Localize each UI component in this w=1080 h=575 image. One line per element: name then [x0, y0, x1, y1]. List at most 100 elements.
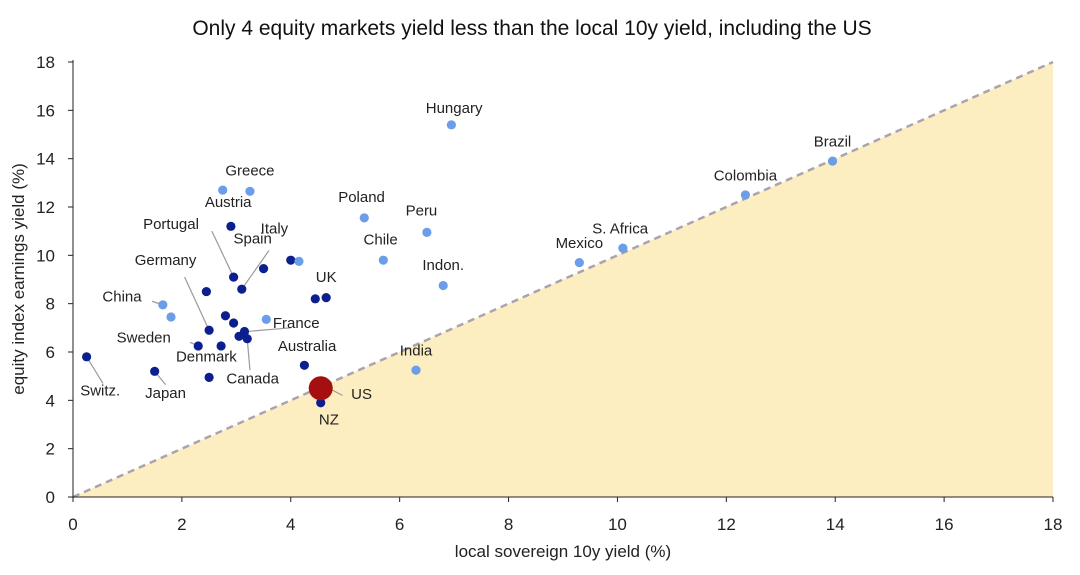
data-point: [237, 284, 247, 294]
data-point: [229, 272, 239, 282]
x-tick-label: 14: [826, 515, 845, 534]
data-point: [204, 325, 214, 335]
y-tick-label: 12: [36, 198, 55, 217]
data-point: [618, 243, 628, 253]
x-tick-label: 2: [177, 515, 186, 534]
data-point: [299, 360, 309, 370]
data-point: [158, 300, 168, 310]
point-label: UK: [316, 269, 337, 286]
data-point: [226, 221, 236, 231]
point-label: India: [400, 343, 433, 360]
leader-line: [241, 250, 270, 290]
point-label: France: [273, 315, 320, 332]
data-point: [258, 264, 269, 274]
point-label: NZ: [319, 412, 339, 429]
point-label: Australia: [278, 338, 337, 355]
data-point: [201, 286, 211, 297]
x-tick-label: 12: [717, 515, 736, 534]
point-label: Peru: [406, 202, 438, 219]
data-point: [438, 280, 448, 291]
leader-line: [246, 338, 251, 371]
data-point: [321, 293, 331, 303]
point-label: US: [351, 386, 372, 403]
x-tick-label: 8: [504, 515, 513, 534]
point-label: Portugal: [143, 216, 199, 233]
x-axis-label: local sovereign 10y yield (%): [455, 542, 671, 561]
x-tick-label: 4: [286, 515, 295, 534]
data-point: [286, 255, 296, 265]
data-point: [150, 366, 160, 376]
data-point: [359, 213, 369, 223]
x-tick-label: 6: [395, 515, 404, 534]
point-label: Chile: [364, 231, 398, 248]
reference-line: [72, 60, 1054, 499]
data-point: [229, 318, 239, 328]
point-label: Canada: [226, 370, 279, 387]
point-label: Hungary: [426, 100, 483, 117]
data-point: [245, 186, 255, 196]
data-point: [827, 156, 838, 166]
y-tick-label: 8: [46, 295, 55, 314]
point-label: Colombia: [714, 167, 778, 184]
point-label: Poland: [338, 189, 385, 206]
data-point: [316, 398, 326, 408]
y-tick-label: 4: [46, 391, 55, 410]
point-label: Greece: [225, 163, 274, 180]
highlight-point: [308, 376, 333, 401]
data-point: [294, 256, 304, 266]
point-label: Austria: [205, 194, 252, 211]
leader-line: [184, 276, 210, 331]
point-label: Japan: [145, 385, 186, 402]
y-tick-label: 14: [36, 150, 55, 169]
point-labels: Hungary Brazil Colombia Greece Austria Poland…: [80, 100, 851, 429]
y-tick-label: 6: [46, 343, 55, 362]
point-label: China: [102, 288, 142, 305]
data-point: [574, 257, 584, 268]
y-tick-label: 18: [36, 53, 55, 72]
y-tick-label: 16: [36, 101, 55, 120]
data-point: [740, 190, 750, 200]
data-point: [220, 311, 231, 321]
data-point: [446, 120, 456, 130]
point-label: Brazil: [814, 134, 852, 151]
y-tick-label: 0: [46, 488, 55, 507]
y-tick-label: 2: [46, 440, 55, 459]
data-point: [166, 312, 176, 322]
data-point: [411, 365, 421, 375]
point-label: S. Africa: [592, 221, 649, 238]
point-label: Germany: [135, 252, 197, 269]
x-tick-label: 10: [608, 515, 627, 534]
data-point: [310, 294, 320, 304]
data-point: [239, 326, 250, 337]
point-label: Italy: [261, 221, 289, 238]
data-points: [82, 120, 838, 408]
data-point: [218, 185, 228, 195]
leader-line: [211, 230, 235, 278]
data-point: [242, 334, 252, 344]
diagonal-reference-line: [72, 60, 1054, 499]
point-label: Mexico: [556, 235, 604, 252]
data-point: [204, 372, 214, 382]
axes: 0 2 4 6 8 10 12 14 16 18 0 2 4 6 8 10 12 14 16 18: [36, 53, 1062, 534]
leader-line: [247, 327, 291, 333]
data-point: [82, 352, 92, 362]
leader-lines: [86, 230, 343, 397]
point-label: Denmark: [176, 349, 237, 366]
x-tick-label: 0: [68, 515, 77, 534]
x-tick-label: 16: [935, 515, 954, 534]
point-label: Switz.: [80, 383, 120, 400]
point-label: Indon.: [422, 257, 464, 274]
y-tick-label: 10: [36, 246, 55, 265]
chart-title: Only 4 equity markets yield less than th…: [192, 17, 871, 40]
point-label: Spain: [233, 230, 271, 247]
data-point: [193, 341, 203, 351]
data-point: [216, 341, 226, 351]
leader-line: [86, 356, 104, 384]
data-point: [378, 255, 388, 265]
x-tick-label: 18: [1044, 515, 1063, 534]
point-label: Sweden: [117, 329, 171, 346]
y-axis-label: equity index earnings yield (%): [9, 163, 28, 395]
data-point: [261, 314, 271, 324]
data-point: [422, 227, 432, 237]
